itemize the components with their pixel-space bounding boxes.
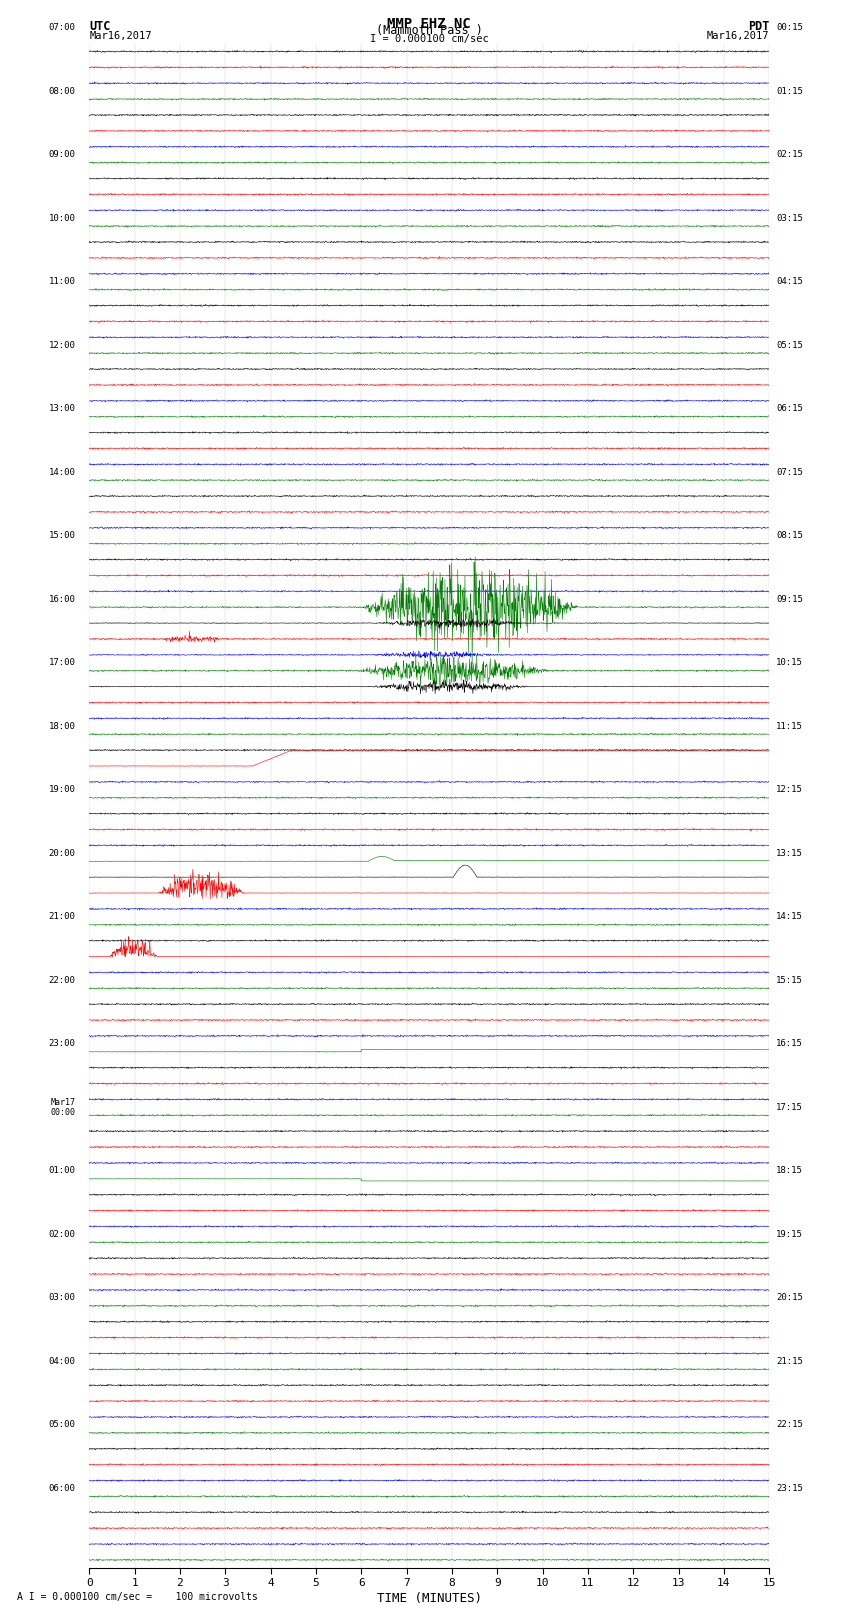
Text: 09:15: 09:15 bbox=[776, 595, 803, 603]
Text: 02:00: 02:00 bbox=[48, 1229, 76, 1239]
Text: 04:15: 04:15 bbox=[776, 277, 803, 286]
Text: 13:00: 13:00 bbox=[48, 405, 76, 413]
Text: 06:15: 06:15 bbox=[776, 405, 803, 413]
Text: PDT: PDT bbox=[748, 19, 769, 32]
Text: 23:15: 23:15 bbox=[776, 1484, 803, 1494]
Text: 22:15: 22:15 bbox=[776, 1421, 803, 1429]
Text: 16:00: 16:00 bbox=[48, 595, 76, 603]
Text: 13:15: 13:15 bbox=[776, 848, 803, 858]
Text: 18:00: 18:00 bbox=[48, 721, 76, 731]
Text: 00:00: 00:00 bbox=[51, 1108, 76, 1116]
Text: 18:15: 18:15 bbox=[776, 1166, 803, 1176]
Text: 23:00: 23:00 bbox=[48, 1039, 76, 1048]
Text: 12:15: 12:15 bbox=[776, 786, 803, 794]
Text: 03:15: 03:15 bbox=[776, 213, 803, 223]
Text: Mar16,2017: Mar16,2017 bbox=[706, 31, 769, 40]
Text: 00:15: 00:15 bbox=[776, 23, 803, 32]
Text: 20:00: 20:00 bbox=[48, 848, 76, 858]
Text: Mar16,2017: Mar16,2017 bbox=[89, 31, 152, 40]
Text: 19:00: 19:00 bbox=[48, 786, 76, 794]
Text: Mar17: Mar17 bbox=[51, 1098, 76, 1107]
Text: 21:15: 21:15 bbox=[776, 1357, 803, 1366]
Text: 01:00: 01:00 bbox=[48, 1166, 76, 1176]
Text: 07:00: 07:00 bbox=[48, 23, 76, 32]
Text: 14:15: 14:15 bbox=[776, 913, 803, 921]
Text: 03:00: 03:00 bbox=[48, 1294, 76, 1302]
Text: 15:00: 15:00 bbox=[48, 531, 76, 540]
Text: 08:00: 08:00 bbox=[48, 87, 76, 95]
Text: 12:00: 12:00 bbox=[48, 340, 76, 350]
Text: 17:00: 17:00 bbox=[48, 658, 76, 668]
Text: 04:00: 04:00 bbox=[48, 1357, 76, 1366]
Text: UTC: UTC bbox=[89, 19, 110, 32]
Text: 10:00: 10:00 bbox=[48, 213, 76, 223]
Text: 05:00: 05:00 bbox=[48, 1421, 76, 1429]
Text: 22:00: 22:00 bbox=[48, 976, 76, 986]
Text: 07:15: 07:15 bbox=[776, 468, 803, 477]
Text: 02:15: 02:15 bbox=[776, 150, 803, 160]
Text: I = 0.000100 cm/sec: I = 0.000100 cm/sec bbox=[370, 34, 489, 44]
Text: 10:15: 10:15 bbox=[776, 658, 803, 668]
Text: 05:15: 05:15 bbox=[776, 340, 803, 350]
Text: 06:00: 06:00 bbox=[48, 1484, 76, 1494]
Text: 15:15: 15:15 bbox=[776, 976, 803, 986]
Text: 08:15: 08:15 bbox=[776, 531, 803, 540]
Text: 21:00: 21:00 bbox=[48, 913, 76, 921]
Text: 17:15: 17:15 bbox=[776, 1103, 803, 1111]
Text: MMP EHZ NC: MMP EHZ NC bbox=[388, 16, 471, 31]
Text: A I = 0.000100 cm/sec =    100 microvolts: A I = 0.000100 cm/sec = 100 microvolts bbox=[17, 1592, 258, 1602]
Text: 14:00: 14:00 bbox=[48, 468, 76, 477]
Text: 11:15: 11:15 bbox=[776, 721, 803, 731]
Text: 16:15: 16:15 bbox=[776, 1039, 803, 1048]
Text: 01:15: 01:15 bbox=[776, 87, 803, 95]
Text: 19:15: 19:15 bbox=[776, 1229, 803, 1239]
Text: 20:15: 20:15 bbox=[776, 1294, 803, 1302]
Text: (Mammoth Pass ): (Mammoth Pass ) bbox=[376, 24, 483, 37]
Text: 09:00: 09:00 bbox=[48, 150, 76, 160]
Text: 11:00: 11:00 bbox=[48, 277, 76, 286]
X-axis label: TIME (MINUTES): TIME (MINUTES) bbox=[377, 1592, 482, 1605]
